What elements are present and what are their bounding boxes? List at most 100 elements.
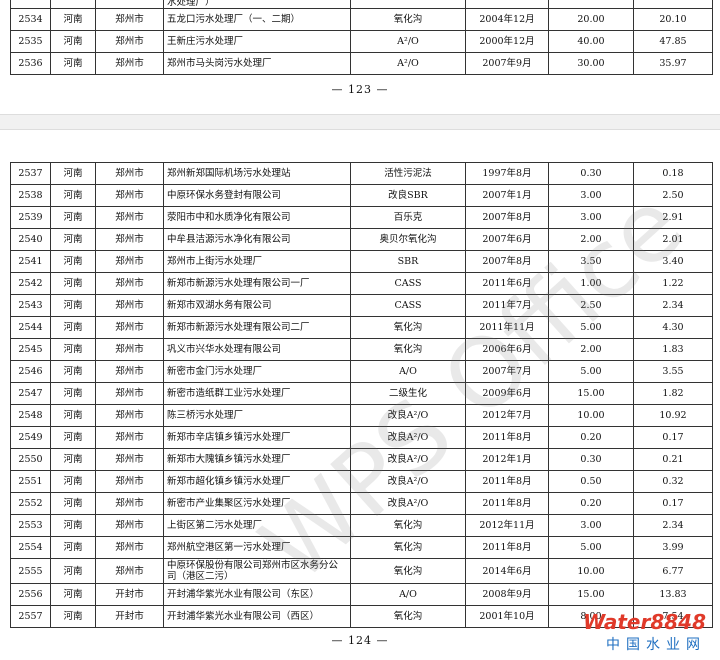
cell: 5.00 [548, 316, 634, 339]
cell: 活性污泥法 [350, 162, 466, 185]
cell: 开封浦华紫光水业有限公司（西区） [163, 605, 351, 628]
cell: 2556 [10, 583, 51, 606]
cell: 郑州航空港区第一污水处理厂 [163, 536, 351, 559]
cell: 陈三桥污水处理厂 [163, 404, 351, 427]
cell: 3.00 [548, 206, 634, 229]
cell: 10.00 [548, 558, 634, 584]
page-break [0, 114, 720, 130]
cell: 河南 [50, 558, 96, 584]
cell: 开封市 [95, 583, 164, 606]
cell: 3.00 [548, 184, 634, 207]
table-row: 2543 河南 郑州市 新郑市双湖水务有限公司 CASS 2011年7月 2.50 2.34 [10, 294, 713, 317]
cell: 1.22 [633, 272, 713, 295]
cell: 中原环保水务登封有限公司 [163, 184, 351, 207]
table-row: 2545 河南 郑州市 巩义市兴华水处理有限公司 氧化沟 2006年6月 2.00 1.83 [10, 338, 713, 361]
cell: 新密市产业集聚区污水处理厂 [163, 492, 351, 515]
cell: 河南 [50, 206, 96, 229]
cell: 10.92 [633, 404, 713, 427]
cell: 1997年8月 [465, 162, 549, 185]
cell: 40.00 [548, 30, 634, 53]
cell: 1.83 [633, 338, 713, 361]
table-row: 2544 河南 郑州市 新郑市新源污水处理有限公司二厂 氧化沟 2011年11月 5.00 4… [10, 316, 713, 339]
cell: 2547 [10, 382, 51, 405]
table-row: 2547 河南 郑州市 新密市造纸群工业污水处理厂 二级生化 2009年6月 15.00 1.… [10, 382, 713, 405]
cell: 2555 [10, 558, 51, 584]
cell: 0.18 [633, 162, 713, 185]
cell: 2011年8月 [465, 470, 549, 493]
table-row: 2552 河南 郑州市 新密市产业集聚区污水处理厂 改良A²/O 2011年8月 0.20 0… [10, 492, 713, 515]
cell: 王新庄污水处理厂 [163, 30, 351, 53]
cell: 郑州市 [95, 228, 164, 251]
cell: 0.21 [633, 448, 713, 471]
cell: 6.77 [633, 558, 713, 584]
cell: 8.00 [548, 605, 634, 628]
cell: 氧化沟 [350, 514, 466, 537]
table-row: 2548 河南 郑州市 陈三桥污水处理厂 改良A²/O 2012年7月 10.00 10.92 [10, 404, 713, 427]
cell: 五龙口污水处理厂（一、二期） [163, 8, 351, 31]
cell: 郑州市上街污水处理厂 [163, 250, 351, 273]
cell: 二级生化 [350, 382, 466, 405]
cell: 13.83 [633, 583, 713, 606]
cell [350, 0, 466, 9]
cell: 2554 [10, 536, 51, 559]
cell: 0.50 [548, 470, 634, 493]
cell [465, 0, 549, 9]
cell: 新郑市超化镇乡镇污水处理厂 [163, 470, 351, 493]
cell: A/O [350, 360, 466, 383]
table-row: 2537 河南 郑州市 郑州新郑国际机场污水处理站 活性污泥法 1997年8月 0.30 0.… [10, 162, 713, 185]
cell: 2534 [10, 8, 51, 31]
cell: 2001年10月 [465, 605, 549, 628]
cell: 2007年9月 [465, 52, 549, 75]
table-row: 2549 河南 郑州市 新郑市辛店镇乡镇污水处理厂 改良A²/O 2011年8月 0.20 0… [10, 426, 713, 449]
cell: 15.00 [548, 382, 634, 405]
cell: 7.54 [633, 605, 713, 628]
cell [50, 0, 96, 9]
cell: 2544 [10, 316, 51, 339]
table-row: 水处理厂） [10, 0, 713, 9]
table-row: 2546 河南 郑州市 新密市金门污水处理厂 A/O 2007年7月 5.00 3.55 [10, 360, 713, 383]
cell: 郑州新郑国际机场污水处理站 [163, 162, 351, 185]
cell: 新密市金门污水处理厂 [163, 360, 351, 383]
cell: 2542 [10, 272, 51, 295]
cell: 2.00 [548, 338, 634, 361]
cell: 河南 [50, 360, 96, 383]
cell: 2007年1月 [465, 184, 549, 207]
cell: 郑州市 [95, 206, 164, 229]
cell: 2007年6月 [465, 228, 549, 251]
table-row: 2540 河南 郑州市 中牟县洁源污水净化有限公司 奥贝尔氧化沟 2007年6月 2.00 2… [10, 228, 713, 251]
cell: 百乐克 [350, 206, 466, 229]
cell: 郑州市 [95, 558, 164, 584]
cell: 3.99 [633, 536, 713, 559]
cell: 2539 [10, 206, 51, 229]
cell: 15.00 [548, 583, 634, 606]
cell: 氧化沟 [350, 536, 466, 559]
cell: 氧化沟 [350, 8, 466, 31]
cell: 郑州市 [95, 316, 164, 339]
cell: 2541 [10, 250, 51, 273]
cell: 改良A²/O [350, 448, 466, 471]
cell: 0.17 [633, 426, 713, 449]
cell: 上街区第二污水处理厂 [163, 514, 351, 537]
cell: 2011年8月 [465, 426, 549, 449]
cell: 2535 [10, 30, 51, 53]
cell: 2009年6月 [465, 382, 549, 405]
cell: 河南 [50, 162, 96, 185]
cell: 郑州市 [95, 470, 164, 493]
cell: 河南 [50, 448, 96, 471]
cell: 2553 [10, 514, 51, 537]
table-row: 2536 河南 郑州市 郑州市马头岗污水处理厂 A²/O 2007年9月 30.00 35.9… [10, 52, 713, 75]
cell: 2.34 [633, 294, 713, 317]
page-number: — 124 — [331, 634, 389, 647]
cell: 20.00 [548, 8, 634, 31]
cell: 郑州市 [95, 360, 164, 383]
cell: 河南 [50, 250, 96, 273]
cell: 2008年9月 [465, 583, 549, 606]
cell: 河南 [50, 583, 96, 606]
cell: 2551 [10, 470, 51, 493]
cell: 2007年7月 [465, 360, 549, 383]
cell: 3.55 [633, 360, 713, 383]
cell: 郑州市 [95, 184, 164, 207]
cell: 2000年12月 [465, 30, 549, 53]
table-row: 2535 河南 郑州市 王新庄污水处理厂 A²/O 2000年12月 40.00 47.85 [10, 30, 713, 53]
